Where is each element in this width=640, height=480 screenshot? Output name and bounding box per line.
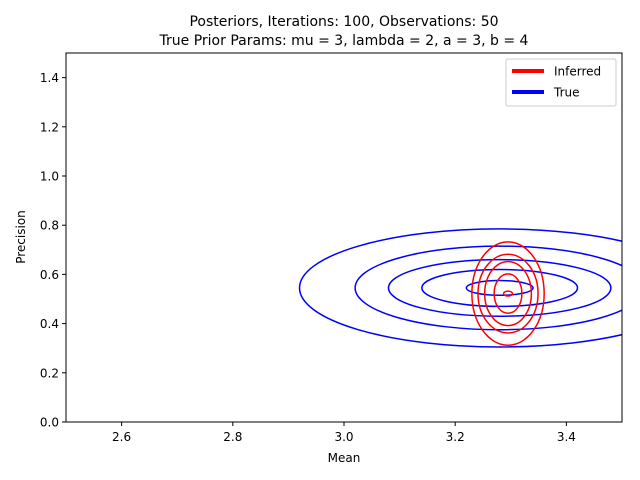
y-axis-ticks: 0.0 0.2 0.4 0.6 0.8 1.0 1.2 1.4	[40, 71, 66, 430]
y-tick-label: 0.4	[40, 317, 59, 331]
x-tick-label: 3.0	[334, 430, 353, 444]
legend: Inferred True	[505, 58, 617, 107]
contour-true-4	[298, 228, 622, 348]
x-axis-label: Mean	[328, 451, 361, 465]
contour-true-2	[387, 258, 612, 317]
plot-area	[66, 53, 622, 422]
chart-title-line-1: Posteriors, Iterations: 100, Observation…	[189, 14, 498, 30]
y-tick-label: 0.0	[40, 416, 59, 430]
contour-true-3	[354, 245, 622, 331]
y-tick-label: 1.0	[40, 170, 59, 184]
x-tick-label: 3.2	[446, 430, 465, 444]
x-axis-ticks: 2.6 2.8 3.0 3.2 3.4	[112, 422, 576, 444]
y-tick-label: 1.2	[40, 120, 59, 134]
contour-inferred-0	[502, 290, 514, 297]
contour-inferred-2	[483, 260, 533, 327]
legend-label-true: True	[553, 86, 580, 100]
contour-true-0	[465, 279, 534, 297]
y-tick-label: 0.6	[40, 268, 59, 282]
x-tick-label: 3.4	[557, 430, 576, 444]
x-tick-label: 2.6	[112, 430, 131, 444]
contour-inferred-4	[471, 241, 545, 346]
y-axis-label: Precision	[14, 210, 28, 264]
y-tick-label: 0.2	[40, 366, 59, 380]
y-tick-label: 0.8	[40, 219, 59, 233]
x-tick-label: 2.8	[223, 430, 242, 444]
y-tick-label: 1.4	[40, 71, 59, 85]
contour-true-1	[421, 268, 579, 308]
contour-inferred-3	[477, 253, 539, 334]
contour-layer	[298, 228, 622, 348]
legend-label-inferred: Inferred	[554, 65, 601, 79]
chart-title-line-2: True Prior Params: mu = 3, lambda = 2, a…	[159, 33, 529, 49]
contour-inferred-1	[493, 273, 523, 315]
